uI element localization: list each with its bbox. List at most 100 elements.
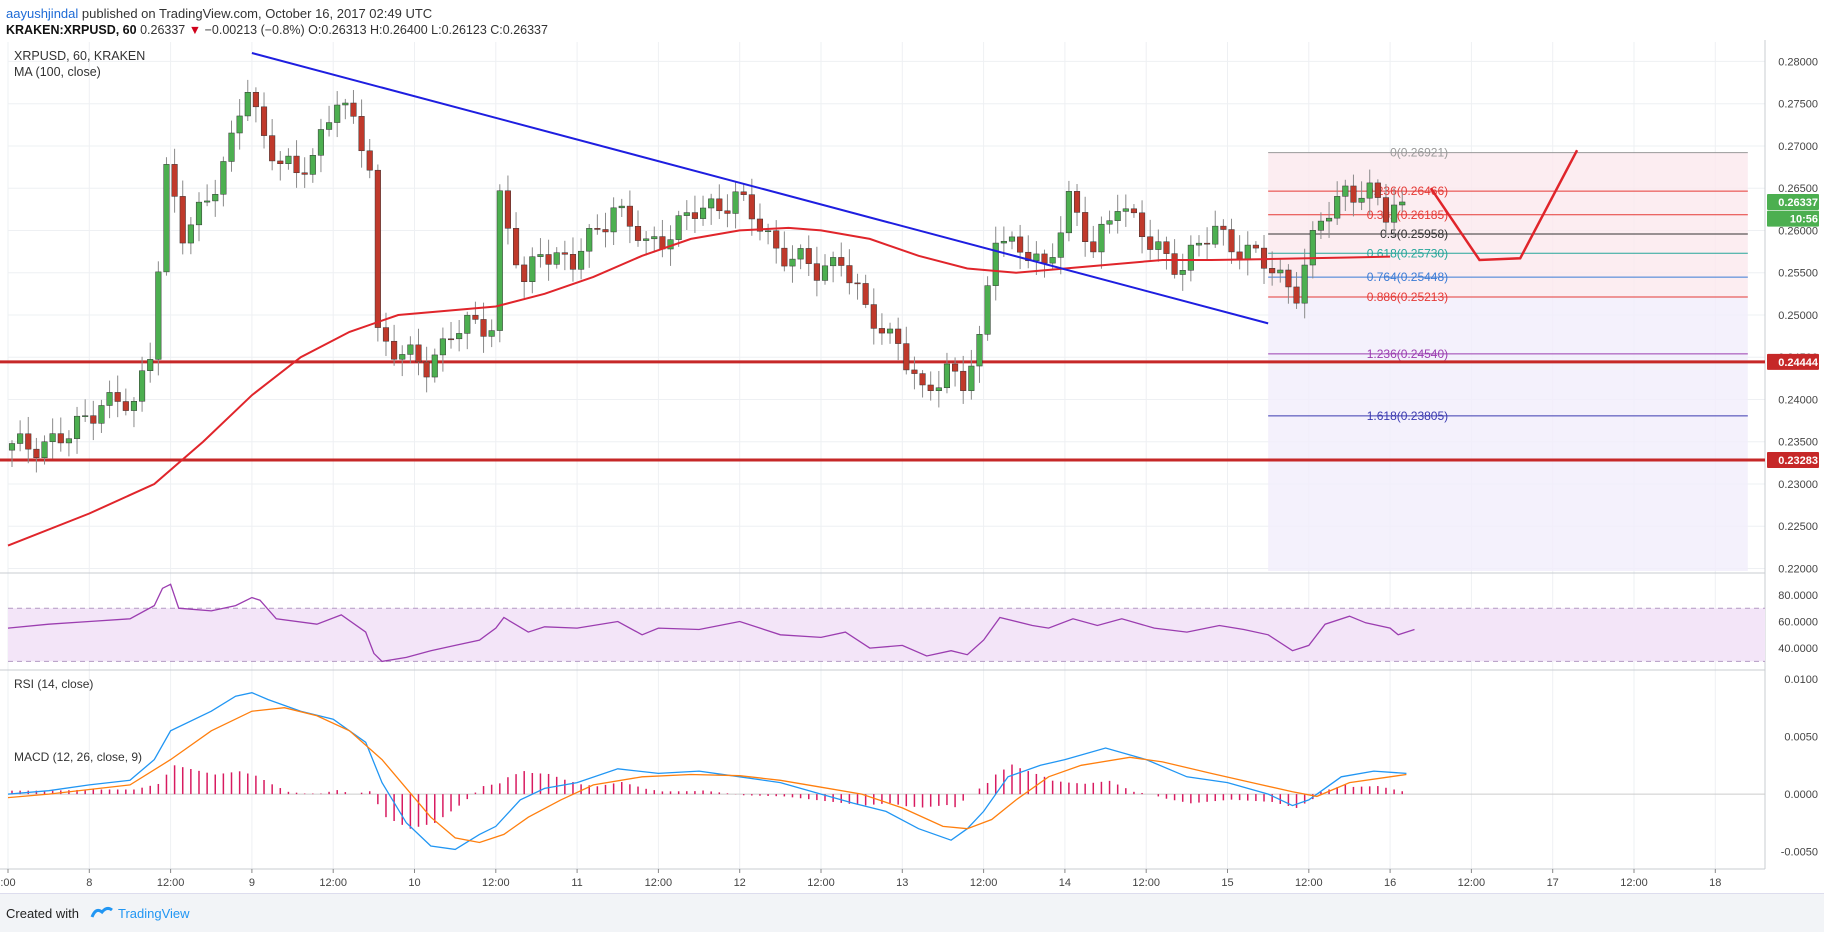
down-arrow-icon: ▼	[188, 23, 202, 37]
price-tag[interactable]	[1767, 353, 1819, 370]
fib-level-label: 1.236(0.24540)	[1367, 347, 1448, 361]
candle-body	[73, 415, 81, 439]
time-tick-label: 12:00	[1620, 877, 1648, 889]
candle-body	[366, 150, 373, 171]
tradingview-link[interactable]: TradingView	[118, 906, 190, 921]
candle-body	[220, 161, 227, 195]
candle-body	[805, 248, 812, 264]
candle-body	[935, 387, 942, 391]
candle-body	[773, 230, 780, 249]
candle-body	[854, 282, 861, 285]
projection-path	[1429, 149, 1579, 262]
tradingview-logo-icon	[90, 906, 113, 918]
candle-body	[439, 338, 446, 356]
price-tag[interactable]	[1767, 452, 1819, 469]
candle-body	[569, 254, 577, 270]
candle-body	[1025, 251, 1032, 262]
time-tick-label: 15	[1221, 877, 1233, 889]
fib-level-label: 0.236(0.26466)	[1367, 184, 1448, 198]
candle-body	[1334, 196, 1341, 219]
candle-body	[57, 433, 64, 444]
price-tick-label: 0.27500	[1778, 99, 1818, 111]
candle-body	[147, 359, 154, 371]
candle-body	[415, 344, 422, 363]
price-tick-label: 0.22000	[1778, 563, 1818, 575]
candle-body	[1374, 182, 1381, 198]
candle-body	[1342, 185, 1349, 197]
time-tick-label: 12:00	[319, 877, 347, 889]
macd-tick-label: 0.0050	[1784, 732, 1818, 744]
candle-body	[830, 257, 837, 267]
time-axis: :00 8 12:00 9 12:00 10 12:00 11 12:00 12 12:00 13 12…	[0, 869, 1721, 889]
candle-body	[1179, 270, 1186, 275]
candle-body	[1187, 244, 1194, 271]
time-tick-label: 13	[896, 877, 908, 889]
fib-level-label: 0.618(0.25730)	[1367, 246, 1448, 260]
price-tick-label: 0.23000	[1778, 479, 1818, 491]
candle-body	[594, 228, 601, 230]
candle-body	[1228, 229, 1235, 253]
candle-body	[1358, 197, 1365, 203]
price-tag-label: 0.24444	[1778, 357, 1819, 369]
candle-body	[886, 328, 894, 334]
symbol-label[interactable]: KRAKEN:XRPUSD, 60	[6, 23, 137, 37]
author-link[interactable]: aayushjindal	[6, 6, 79, 21]
candle-body	[187, 224, 194, 244]
macd-tick-label: -0.0050	[1781, 847, 1818, 859]
rsi-line	[7, 583, 1415, 663]
candle-body	[155, 271, 162, 360]
candle-body	[1122, 208, 1129, 212]
descending-trendline[interactable]	[251, 52, 1269, 325]
candle-body	[952, 363, 959, 372]
candle-body	[537, 254, 544, 257]
price-tag-label: 0.23283	[1778, 455, 1818, 467]
macd-line	[7, 692, 1407, 851]
candle-body	[293, 155, 300, 174]
candle-body	[98, 405, 105, 424]
time-tick-label: 12:00	[970, 877, 998, 889]
candle-body	[1220, 225, 1227, 230]
price-tick-label: 0.26500	[1778, 183, 1818, 195]
candle-body	[171, 164, 178, 197]
candle-body	[277, 160, 284, 164]
candle-body	[33, 448, 40, 459]
candle-body	[610, 207, 617, 233]
macd-tick-label: 0.0100	[1784, 674, 1818, 686]
candle-body	[1285, 269, 1292, 288]
candle-body	[106, 392, 113, 406]
candle-body	[260, 106, 268, 136]
candle-body	[1139, 212, 1146, 238]
candle-body	[789, 258, 796, 267]
candle-body	[1130, 208, 1137, 214]
signal-line	[7, 707, 1407, 844]
time-tick-label: 10	[408, 877, 420, 889]
price-tag[interactable]	[1767, 210, 1819, 227]
price-tick-label: 0.25500	[1778, 268, 1818, 280]
fib-level-label: 0.764(0.25448)	[1367, 270, 1448, 284]
candle-body	[163, 164, 170, 273]
published-text: published on TradingView.com, October 16…	[81, 6, 433, 21]
candle-body	[269, 135, 276, 162]
candle-body	[309, 155, 316, 175]
candle-body	[252, 91, 259, 108]
candle-body	[716, 198, 723, 212]
fib-level-label: 0(0.26921)	[1390, 146, 1448, 160]
candle-body	[960, 370, 967, 391]
created-with-label: Created with	[6, 906, 79, 921]
chart-canvas[interactable]: 0(0.26921) 0.236(0.26466) 0.382(0.26185) 0.…	[0, 40, 1824, 893]
candle-body	[626, 205, 633, 227]
rsi-legend: RSI (14, close)	[14, 677, 93, 691]
candle-body	[391, 340, 398, 360]
candle-body	[1033, 253, 1040, 262]
candle-body	[1114, 211, 1121, 221]
macd-tick-label: 0.0000	[1784, 789, 1818, 801]
ma-line	[7, 226, 1391, 547]
price-tag[interactable]	[1767, 193, 1819, 210]
candle-body	[130, 400, 137, 411]
fib-retracement: 0(0.26921) 0.236(0.26466) 0.382(0.26185) 0.…	[1268, 146, 1748, 571]
macd-legend: MACD (12, 26, close, 9)	[14, 750, 142, 764]
candle-body	[1090, 241, 1097, 253]
candle-body	[1147, 236, 1154, 250]
candle-body	[49, 433, 56, 443]
price-tick-label: 0.28000	[1778, 56, 1818, 68]
